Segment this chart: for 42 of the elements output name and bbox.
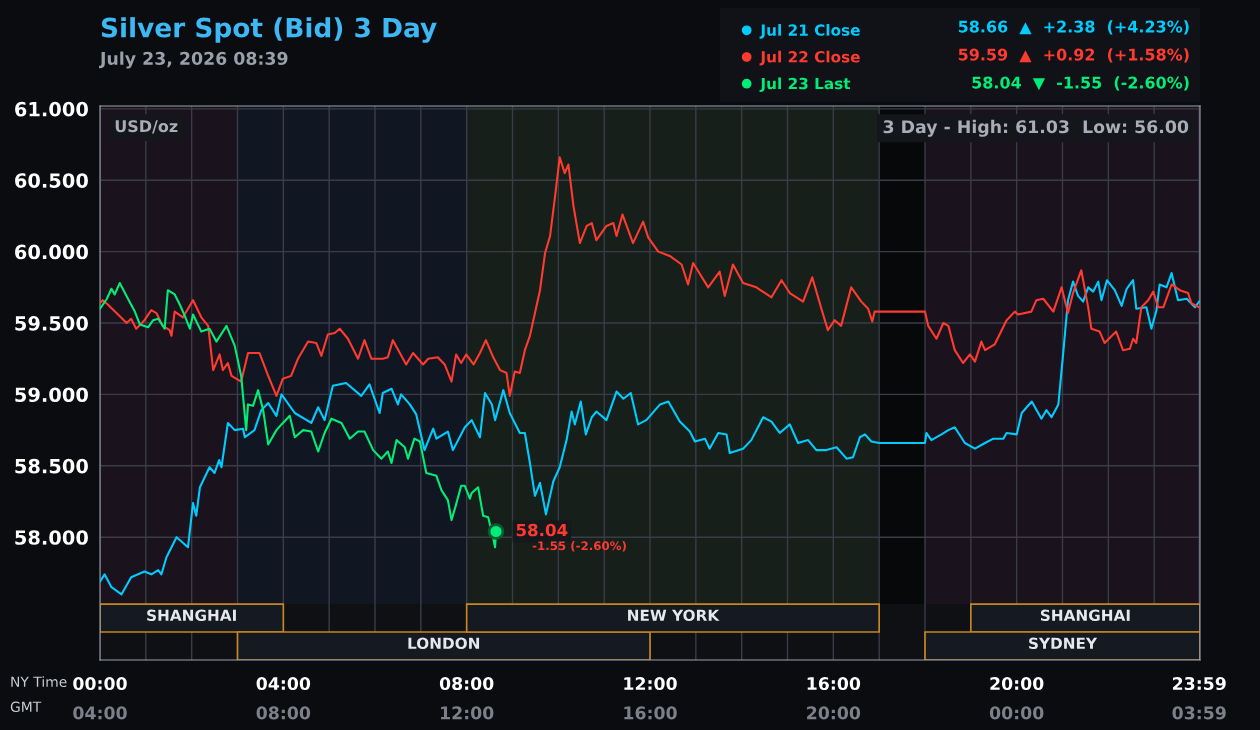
band-label: SYDNEY (1029, 637, 1098, 650)
band-label: SHANGHAI (147, 609, 236, 622)
x-tick-label: 20:00 (990, 676, 1044, 691)
x2-tick-label: 12:00 (441, 706, 494, 720)
band-label: LONDON (408, 637, 480, 650)
x2-tick-label: 03:59 (1172, 706, 1226, 720)
band-label: SHANGHAI (1040, 609, 1130, 622)
line-series (100, 156, 1200, 397)
annotation: -1.55 (-2.60%) (532, 541, 626, 552)
legend-label: Jul 23 Last (759, 77, 851, 93)
text: 59.59 ▲ +0.92 (+1.58%) (958, 48, 1189, 63)
y-tick-label: 60.000 (15, 244, 88, 260)
x-tick-label: 23:59 (1172, 676, 1226, 691)
annotation: 3 Day - High: 61.03 Low: 56.00 (883, 119, 1189, 137)
x2-axis-title: GMT (10, 701, 42, 713)
x-tick-label: 16:00 (807, 676, 861, 691)
text: 58.04 ▼ -1.55 (-2.60%) (972, 76, 1189, 91)
text: 58.66 ▲ +2.38 (+4.23%) (958, 20, 1189, 35)
chart-title: Silver Spot (Bid) 3 Day (101, 17, 437, 43)
x-tick-label: 00:00 (73, 676, 127, 691)
y-tick-label: 58.000 (15, 530, 88, 545)
y-tick-label: 61.000 (15, 101, 88, 117)
x-tick-label: 04:00 (256, 676, 311, 691)
x2-tick-label: 08:00 (256, 706, 311, 720)
x-axis-title: NY Time (11, 676, 67, 688)
y-tick-label: 58.500 (15, 458, 88, 474)
x2-tick-label: 00:00 (989, 706, 1044, 720)
legend-label: Jul 21 Close (759, 24, 860, 39)
band-label: NEW YORK (628, 609, 720, 622)
x2-tick-label: 20:00 (807, 706, 861, 720)
chart-subtitle: July 23, 2026 08:39 (99, 51, 288, 69)
x2-tick-label: 16:00 (624, 706, 677, 720)
line-series (100, 272, 1200, 596)
annotation: USD/oz (115, 120, 178, 134)
x-tick-label: 08:00 (439, 676, 494, 691)
y-tick-label: 59.000 (15, 387, 88, 403)
x2-tick-label: 04:00 (73, 706, 127, 720)
legend-label: Jul 22 Close (759, 50, 860, 66)
y-tick-label: 59.500 (15, 315, 88, 331)
y-tick-label: 60.500 (15, 173, 88, 188)
annotation: 58.04 (516, 523, 568, 537)
x-tick-label: 12:00 (624, 676, 677, 691)
